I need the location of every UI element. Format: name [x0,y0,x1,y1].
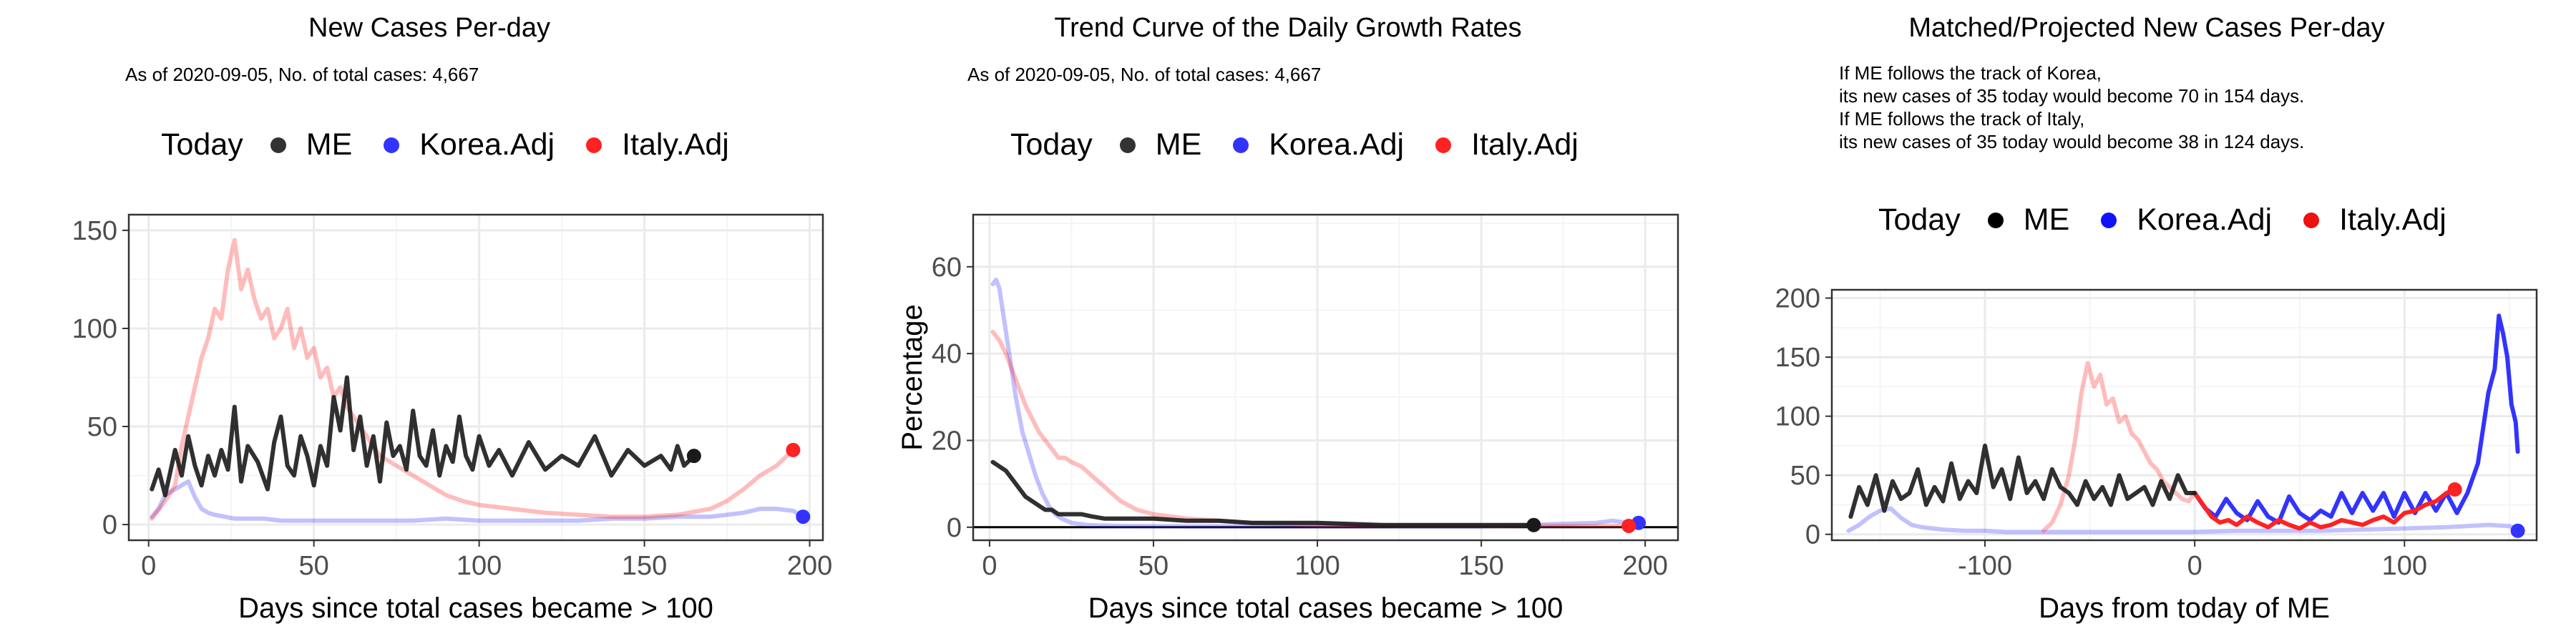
x-tick-label: 100 [1294,551,1340,581]
series-line-korea-adj-faded [1846,506,2520,535]
series-line-me-solid [990,459,1536,527]
x-tick-label: 0 [982,551,997,581]
series-line-italy-adj-projected [2192,487,2457,531]
y-tick-label: 150 [72,216,117,246]
x-tick-label: 50 [1138,551,1169,581]
legend-key-italy [1435,137,1452,153]
legend-key-me [1119,137,1136,153]
today-point-italy-adj [1621,518,1636,533]
panel-2-plot: 0 50 100 150 200 0 20 40 60 Days since total case… [897,213,1679,624]
x-tick-label: 100 [2382,551,2427,581]
panel-2-legend: Today ME Korea.Adj Italy.Adj [1010,127,1603,162]
x-axis-title: Days since total cases became > 100 [1088,592,1563,624]
today-point-italy-adj [786,442,801,457]
data-layer [973,278,1678,529]
x-axis-title: Days from today of ME [2039,592,2330,624]
panel-new-cases: New Cases Per-day As of 2020-09-05, No. … [0,0,859,644]
legend-label-korea: Korea.Adj [1269,127,1405,162]
x-tick-label: 50 [299,551,329,581]
panel-border [127,213,824,542]
y-tick-label: 50 [87,412,117,442]
today-point-korea-adj [796,509,811,525]
x-tick-label: 100 [457,551,502,581]
legend-label-me: ME [1155,127,1202,162]
panel-3-legend: Today ME Korea.Adj Italy.Adj [1878,203,2471,238]
today-point-me [1526,517,1541,532]
panel-border [972,213,1679,542]
legend-key-italy [586,137,602,153]
legend-key-korea [1233,137,1249,153]
legend-key-korea [2101,212,2117,228]
panel-3-title: Matched/Projected New Cases Per-day [1908,13,2385,43]
x-axis-title: Days since total cases became > 100 [238,592,713,624]
legend-title: Today [161,127,243,162]
y-tick-label: 0 [102,510,117,540]
x-tick-label: 200 [787,551,832,581]
panel-2-title: Trend Curve of the Daily Growth Rates [1054,13,1522,43]
panel-border [1830,288,2538,542]
y-tick-label: 0 [1805,520,1820,550]
legend-title: Today [1878,203,1961,237]
today-point-me [686,449,701,464]
x-tick-label: 0 [2187,551,2202,581]
series-line-korea-adj-faded [150,479,806,523]
data-layer [1846,313,2520,535]
today-point-italy-adj [2447,482,2462,497]
panel-1-plot: 0 50 100 150 200 0 50 100 150 Days since total ca… [72,213,832,624]
legend-title: Today [1010,127,1093,162]
y-tick-label: 40 [932,339,962,369]
series-line-italy-adj-faded [2041,361,2197,533]
legend-label-korea: Korea.Adj [419,127,555,162]
panel-2-subtitle: As of 2020-09-05, No. of total cases: 4,… [967,64,1322,85]
x-tick-label: 150 [1458,551,1503,581]
legend-label-italy: Italy.Adj [1471,127,1579,162]
legend-label-italy: Italy.Adj [622,127,729,162]
panel-growth-rates: Trend Curve of the Daily Growth Rates As… [859,0,1717,644]
y-tick-label: 150 [1775,343,1820,373]
y-tick-label: 50 [1790,461,1820,491]
y-axis-title: Percentage [897,304,928,451]
data-layer [150,238,806,523]
panel-projected: Matched/Projected New Cases Per-day If M… [1717,0,2576,644]
y-tick-label: 100 [72,314,117,344]
legend-label-me: ME [306,127,353,162]
legend-label-korea: Korea.Adj [2137,203,2273,237]
y-tick-label: 100 [1775,402,1820,432]
y-tick-label: 20 [932,426,962,456]
panel-1-title: New Cases Per-day [308,13,550,43]
series-line-korea-adj-faded [990,278,1641,529]
legend-label-italy: Italy.Adj [2339,203,2446,237]
y-tick-label: 200 [1775,284,1820,314]
legend-key-me [270,137,286,153]
series-line-italy-adj-faded [990,329,1631,528]
y-tick-label: 60 [932,253,962,283]
legend-key-korea [384,137,400,153]
legend-label-me: ME [2023,203,2070,237]
x-tick-label: 200 [1622,551,1667,581]
x-tick-label: 0 [141,551,156,581]
legend-key-me [1987,212,2004,228]
y-tick-label: 0 [947,513,962,543]
panel-1-legend: Today ME Korea.Adj Italy.Adj [161,127,753,162]
series-line-me-solid [1848,443,2197,519]
today-point-korea-adj [2510,523,2525,538]
panel-3-subtitle: If ME follows the track of Korea, its ne… [1839,62,2305,152]
series-line-korea-adj-projected [2192,313,2520,525]
series-line-me-solid [150,375,696,497]
x-tick-label: 150 [622,551,667,581]
series-line-italy-adj-faded [150,238,796,521]
x-tick-label: -100 [1958,551,2012,581]
panel-1-subtitle: As of 2020-09-05, No. of total cases: 4,… [125,64,479,85]
panel-3-plot: -100 0 100 0 50 100 150 200 Days from today of M… [1775,284,2538,624]
legend-key-italy [2303,212,2320,228]
